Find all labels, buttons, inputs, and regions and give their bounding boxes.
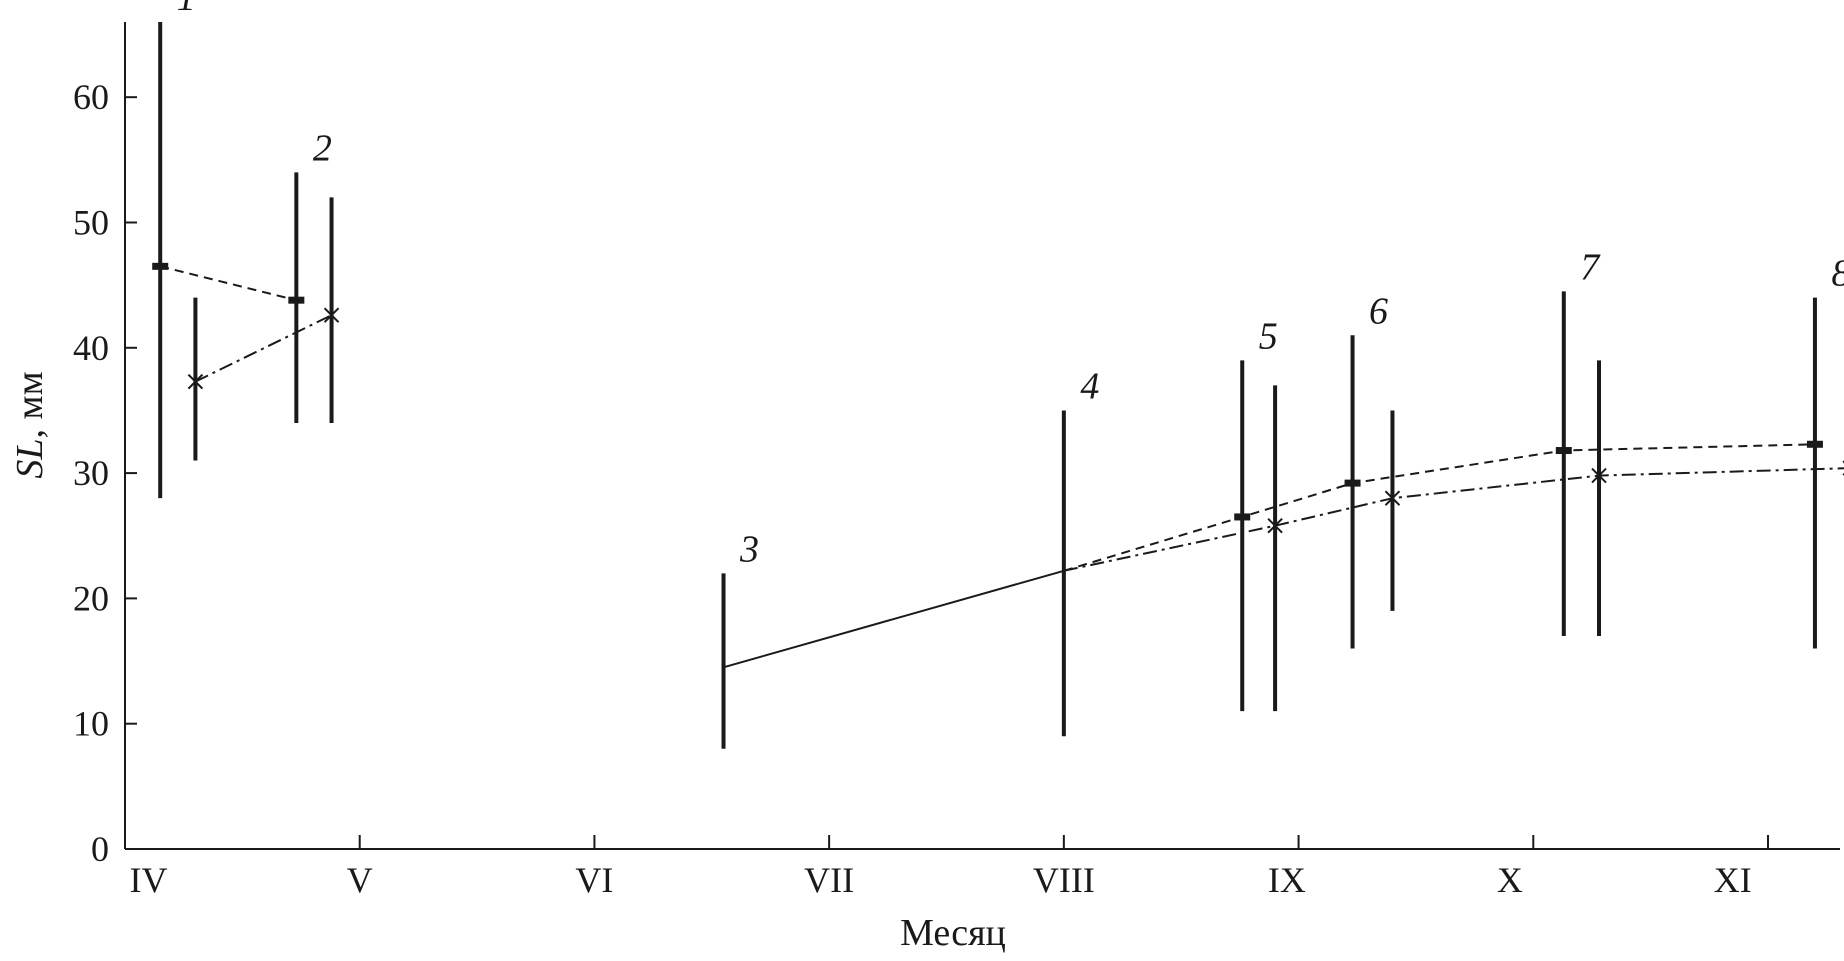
y-tick-label: 0 [91,829,109,869]
cross-stroke [1384,490,1401,506]
mean-marker-dash [288,296,305,304]
series-line-dashed [159,265,297,302]
group-label: 8 [1831,253,1844,295]
axes-layer [124,22,1840,850]
cross-stroke [323,307,340,323]
mean-marker-dash [152,262,169,270]
group-label: 5 [1259,315,1278,357]
mean-marker-cross [1384,490,1401,506]
series-line-dashed [1063,443,1815,572]
group-label: 2 [313,127,332,169]
x-axis-title: Месяц [900,912,1006,954]
y-tick-label: 60 [73,77,109,117]
y-axis-title-symbol: SL [9,438,51,478]
mean-marker-dash [1806,440,1823,448]
y-tick-label: 20 [73,578,109,618]
mean-markers-layer [152,262,1844,534]
series-line-dashdot [194,314,332,383]
y-tick-label: 50 [73,202,109,242]
x-tick-label: IV [129,860,167,900]
mean-marker-cross [1591,467,1607,484]
group-label: 1 [177,0,196,19]
cross-stroke [1591,467,1607,484]
mean-marker-cross [1267,518,1283,534]
group-label: 6 [1369,290,1388,332]
labels-layer: Месяц SL, мм 0 10 20 30 40 50 60 IV V VI VII VIII IX… [9,0,1844,954]
group-label: 4 [1080,365,1099,407]
series-line-solid [723,569,1065,669]
x-tick-label: VII [804,860,854,900]
y-tick-label: 10 [73,704,109,744]
y-axis-title: SL, мм [9,371,51,478]
x-tick-label: VIII [1033,860,1095,900]
y-axis-title-unit: , мм [9,371,51,438]
x-tick-label: X [1497,860,1523,900]
x-tick-label: IX [1268,860,1306,900]
x-tick-label: V [347,860,373,900]
mean-marker-dash [1555,447,1572,455]
mean-marker-cross [323,307,340,323]
cross-stroke [187,373,204,390]
mean-marker-cross [187,373,204,390]
series-layer [159,265,1844,669]
mean-marker-dash [1344,479,1361,487]
group-label: 3 [739,528,759,570]
x-tick-label: VI [575,860,613,900]
cross-stroke [1267,518,1283,534]
series-line-dashdot [1063,467,1844,572]
mean-marker-dash [1234,513,1251,521]
group-label: 7 [1580,246,1601,288]
y-tick-label: 30 [73,453,109,493]
x-tick-label: XI [1714,860,1752,900]
range-bars-layer [158,22,1817,749]
y-tick-label: 40 [73,328,109,368]
